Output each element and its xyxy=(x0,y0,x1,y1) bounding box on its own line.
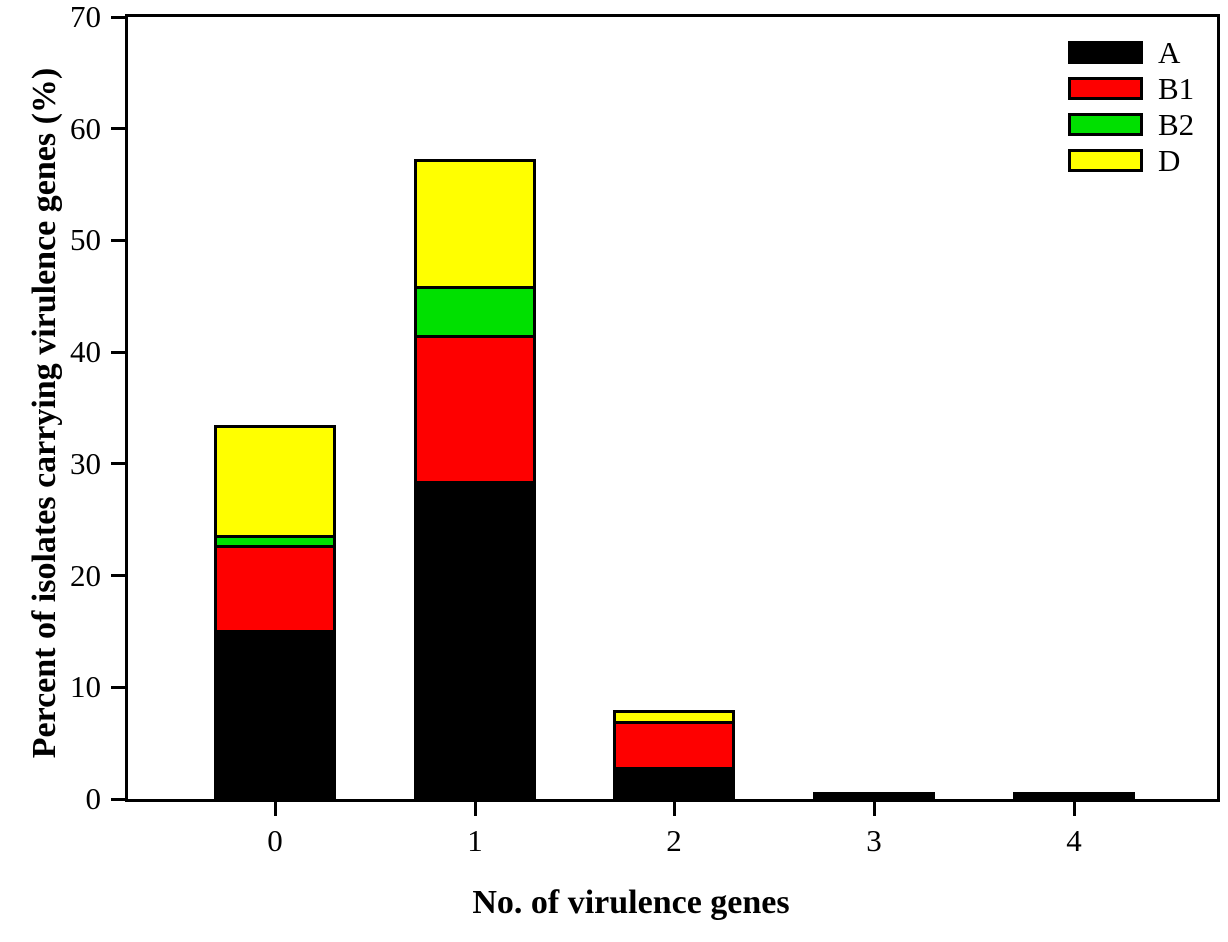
x-axis-title: No. of virulence genes xyxy=(472,884,790,921)
y-tick-label-0: 0 xyxy=(85,781,102,816)
x-tick-label-0: 0 xyxy=(267,823,283,858)
legend-label-B2: B2 xyxy=(1158,107,1195,142)
bar-0-segment-B1 xyxy=(214,545,336,634)
y-tick-50 xyxy=(111,238,125,242)
legend-swatch-B2 xyxy=(1068,113,1143,136)
y-tick-30 xyxy=(111,462,125,466)
x-tick-3 xyxy=(872,802,876,816)
bar-1-segment-B2 xyxy=(414,286,536,339)
legend-row-D: D xyxy=(1068,143,1194,178)
x-tick-0 xyxy=(273,802,277,816)
x-tick-label-4: 4 xyxy=(1066,823,1082,858)
y-tick-label-70: 70 xyxy=(70,0,101,34)
y-tick-60 xyxy=(111,127,125,131)
x-tick-label-3: 3 xyxy=(866,823,882,858)
y-tick-label-40: 40 xyxy=(70,334,101,370)
bar-2-segment-A xyxy=(613,766,735,799)
x-tick-4 xyxy=(1072,802,1076,816)
legend-label-A: A xyxy=(1158,35,1181,70)
y-tick-0 xyxy=(111,797,125,801)
bar-3-segment-A xyxy=(813,792,935,799)
x-tick-label-2: 2 xyxy=(666,823,682,858)
x-tick-label-1: 1 xyxy=(467,823,483,858)
bar-0-segment-D xyxy=(214,424,336,539)
legend-row-B2: B2 xyxy=(1068,107,1195,142)
y-tick-label-10: 10 xyxy=(70,669,101,705)
bar-1-segment-D xyxy=(414,158,536,290)
y-tick-label-60: 60 xyxy=(70,110,101,146)
legend-swatch-D xyxy=(1068,149,1143,172)
legend-row-B1: B1 xyxy=(1068,71,1195,106)
plot-area: A B1 B2 D 0 10 20 30 40 50 60 70 0 1 2 3 4 xyxy=(70,0,1220,858)
y-tick-label-20: 20 xyxy=(70,557,101,593)
y-tick-40 xyxy=(111,350,125,354)
y-tick-70 xyxy=(111,15,125,19)
bar-1-segment-A xyxy=(414,480,536,799)
y-tick-20 xyxy=(111,574,125,578)
x-tick-1 xyxy=(473,802,477,816)
x-tick-2 xyxy=(672,802,676,816)
bar-0-segment-A xyxy=(214,630,336,799)
bar-2-segment-B1 xyxy=(613,720,735,770)
bar-2-segment-D xyxy=(613,709,735,724)
y-tick-label-30: 30 xyxy=(70,445,101,481)
legend-label-B1: B1 xyxy=(1158,71,1195,106)
y-tick-10 xyxy=(111,685,125,689)
legend-swatch-B1 xyxy=(1068,77,1143,100)
legend: A B1 B2 D xyxy=(1068,35,1195,185)
legend-swatch-A xyxy=(1068,41,1143,64)
legend-row-A: A xyxy=(1068,35,1194,70)
y-tick-label-50: 50 xyxy=(70,222,101,258)
legend-label-D: D xyxy=(1158,143,1181,178)
bar-4-segment-A xyxy=(1013,792,1135,799)
bar-1-segment-B1 xyxy=(414,335,536,484)
